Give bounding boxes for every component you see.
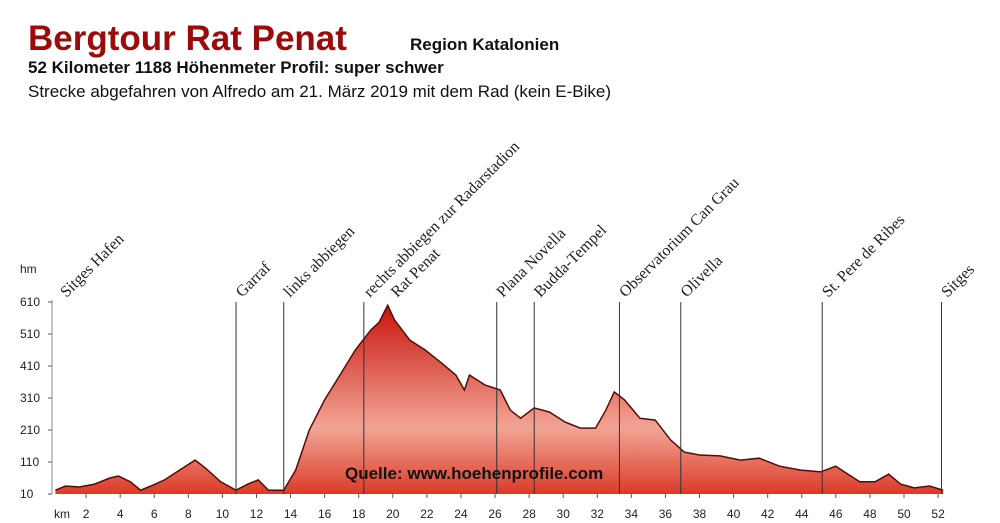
x-tick-label: 26 <box>488 507 502 521</box>
x-tick-label: 20 <box>386 507 400 521</box>
waypoint-label: St. Pere de Ribes <box>819 212 908 301</box>
source: Quelle: www.hoehenprofile.com <box>345 464 603 483</box>
x-tick-label: 6 <box>151 507 158 521</box>
x-tick-label: 44 <box>795 507 809 521</box>
x-tick-label: 50 <box>897 507 911 521</box>
x-tick-label: 10 <box>216 507 230 521</box>
x-tick-label: 32 <box>591 507 605 521</box>
subtitle: Region Katalonien <box>410 35 559 54</box>
stats: 52 Kilometer 1188 Höhenmeter Profil: sup… <box>28 58 444 77</box>
x-tick-label: 38 <box>693 507 707 521</box>
x-tick-label: 14 <box>284 507 298 521</box>
x-tick-label: 28 <box>522 507 536 521</box>
x-tick-label: 36 <box>659 507 673 521</box>
x-tick-label: 12 <box>250 507 264 521</box>
y-tick-label: 10 <box>20 487 34 501</box>
x-tick-label: 18 <box>352 507 366 521</box>
x-tick-label: 30 <box>557 507 571 521</box>
x-tick-label: 46 <box>829 507 843 521</box>
description: Strecke abgefahren von Alfredo am 21. Mä… <box>28 82 611 101</box>
waypoint-label: links abbiegen <box>281 223 359 301</box>
waypoint-label: Olivella <box>678 252 726 300</box>
y-tick-label: 110 <box>20 455 39 469</box>
y-tick-label: 310 <box>20 391 40 405</box>
waypoint-label: rechts abbiegen zur Radarstadion <box>361 138 524 301</box>
x-tick-label: 52 <box>931 507 945 521</box>
y-axis-label: hm <box>20 262 37 276</box>
chart-title: Bergtour Rat Penat <box>28 19 347 58</box>
y-tick-label: 210 <box>20 423 40 437</box>
waypoint-label: Garraf <box>233 259 275 301</box>
x-tick-label: 34 <box>625 507 639 521</box>
x-tick-label: 16 <box>318 507 332 521</box>
x-tick-label: 2 <box>83 507 90 521</box>
x-axis-label: km <box>54 507 70 521</box>
x-tick-label: 22 <box>420 507 434 521</box>
y-tick-label: 510 <box>20 327 40 341</box>
waypoint-label: Sitges <box>938 261 978 301</box>
elevation-area <box>55 305 944 494</box>
elevation-line <box>55 303 944 492</box>
y-tick-label: 610 <box>20 295 40 309</box>
x-tick-label: 4 <box>117 507 124 521</box>
y-tick-label: 410 <box>20 359 40 373</box>
x-tick-label: 24 <box>454 507 468 521</box>
waypoint-label: Sitges Hafen <box>57 231 127 301</box>
waypoint-label: Observatorium Can Grau <box>616 174 742 300</box>
x-tick-label: 40 <box>727 507 741 521</box>
x-tick-label: 42 <box>761 507 775 521</box>
x-tick-label: 48 <box>863 507 877 521</box>
x-tick-label: 8 <box>185 507 192 521</box>
